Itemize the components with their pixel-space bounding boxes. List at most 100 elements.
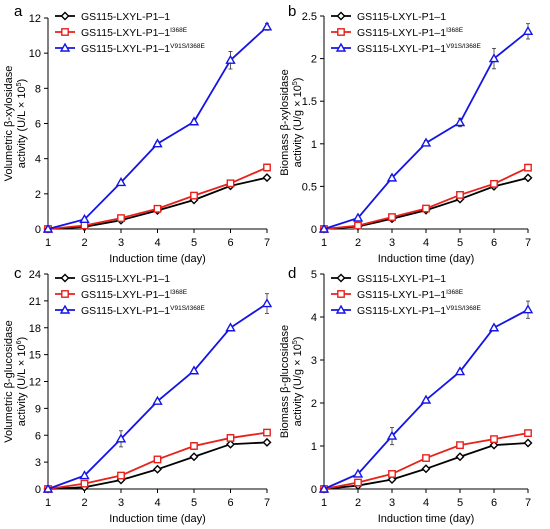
panel-b: b 0 0.5 1 1.5 2 2.5 1 2 3 4 5 6 7 Induction time (day)… [279,3,534,265]
legend-label: GS115-LXYL-P1–1 [357,11,446,23]
x-tick-label: 7 [264,497,270,509]
x-tick-label: 5 [191,237,197,249]
series-triangle [42,21,273,233]
y-axis-label-superscript: 5 [292,340,299,344]
data-point [80,221,89,230]
data-point [523,438,533,448]
x-tick-label: 5 [457,237,463,249]
legend-label-superscript: V91S/I368E [446,305,481,312]
x-tick-label: 3 [118,237,124,249]
data-point [42,483,54,493]
legend-entry: GS115-LXYL-P1–1V91S/I368E [331,42,481,55]
x-tick-label: 1 [321,237,327,249]
x-tick-label: 4 [154,237,160,249]
y-tick-label: 0 [35,484,41,496]
data-point [421,464,431,474]
series-square [320,163,532,233]
legend-marker [335,304,347,314]
x-tick-label: 2 [355,497,361,509]
data-point [454,117,466,127]
y-tick-label: 0 [311,224,317,236]
data-point [153,455,162,464]
legend-label-superscript: I368E [446,289,464,296]
data-point [422,204,430,213]
legend-label-text: GS115-LXYL-P1–1 [81,27,170,39]
y-tick-label: 12 [29,13,41,25]
y-axis-label-text: activity (U/L × 10 [16,86,28,168]
data-point [455,452,465,462]
y-axis-label-text: ) [292,337,304,341]
legend-label-superscript: V91S/I368E [170,43,205,50]
series-diamond [43,173,272,234]
y-tick-label: 15 [29,350,41,362]
legend-label: GS115-LXYL-P1–1I368E [81,27,188,39]
data-point [262,173,272,183]
data-point [80,479,89,488]
data-point [42,223,54,233]
legend-label-text: GS115-LXYL-P1–1 [357,305,446,317]
data-point [152,395,163,405]
data-point [190,442,198,450]
legend-label: GS115-LXYL-P1–1V91S/I368E [357,305,481,317]
y-axis-label-superscript: 5 [292,81,299,85]
y-axis-label-text: ) [16,337,28,341]
x-tick-label: 1 [321,497,327,509]
legend-entry: GS115-LXYL-P1–1 [55,11,170,23]
y-tick-label: 1.5 [302,96,317,108]
panel-letter: d [288,265,296,282]
series-line [47,26,268,230]
legend-label-superscript: V91S/I368E [170,305,205,312]
data-point [388,213,396,221]
data-point [386,430,398,440]
x-axis-label: Induction time (day) [109,253,206,265]
legend-marker [59,304,71,314]
x-tick-label: 3 [118,497,124,509]
y-tick-label: 5 [311,269,317,281]
legend-entry: GS115-LXYL-P1–1I368E [331,289,464,301]
legend-marker [335,42,347,52]
data-point [352,468,364,478]
y-tick-label: 9 [35,403,41,415]
legend-label: GS115-LXYL-P1–1V91S/I368E [81,43,205,55]
legend-label: GS115-LXYL-P1–1I368E [357,27,464,39]
x-tick-label: 6 [227,237,233,249]
data-point [225,54,236,64]
legend-label-text: GS115-LXYL-P1–1 [81,11,170,23]
legend-entry: GS115-LXYL-P1–1V91S/I368E [331,304,481,317]
y-axis-label-line1: Biomass β-glucosidase [279,325,291,438]
data-point [117,214,125,222]
y-tick-label: 6 [35,430,41,442]
legend-label: GS115-LXYL-P1–1V91S/I368E [81,305,205,317]
legend-marker [61,290,69,298]
legend-label: GS115-LXYL-P1–1I368E [357,289,464,301]
x-axis-label: Induction time (day) [378,513,475,525]
legend-entry: GS115-LXYL-P1–1V91S/I368E [55,42,205,55]
y-axis-label-superscript: 6 [16,340,23,344]
data-point [490,179,498,188]
legend-label-text: GS115-LXYL-P1–1 [357,289,446,301]
x-tick-label: 7 [525,497,531,509]
data-point [152,138,163,148]
data-point [352,212,364,222]
legend-label: GS115-LXYL-P1–1 [81,11,170,23]
legend-label-text: GS115-LXYL-P1–1 [357,273,446,285]
y-axis-label-line1: Biomass β-xylosidase [279,69,291,176]
x-tick-label: 2 [81,497,87,509]
y-axis-label-line2: activity (U/L × 106) [16,337,28,426]
data-point [490,435,498,444]
data-point [262,437,272,447]
data-point [261,298,273,308]
y-axis-label-text: ) [292,78,304,82]
legend-label-text: GS115-LXYL-P1–1 [81,289,170,301]
data-point [524,429,532,437]
series-square [44,428,271,493]
legend-label: GS115-LXYL-P1–1I368E [81,289,188,301]
data-point [226,439,235,449]
x-tick-label: 7 [264,237,270,249]
data-point [190,191,198,200]
data-point [115,176,127,187]
